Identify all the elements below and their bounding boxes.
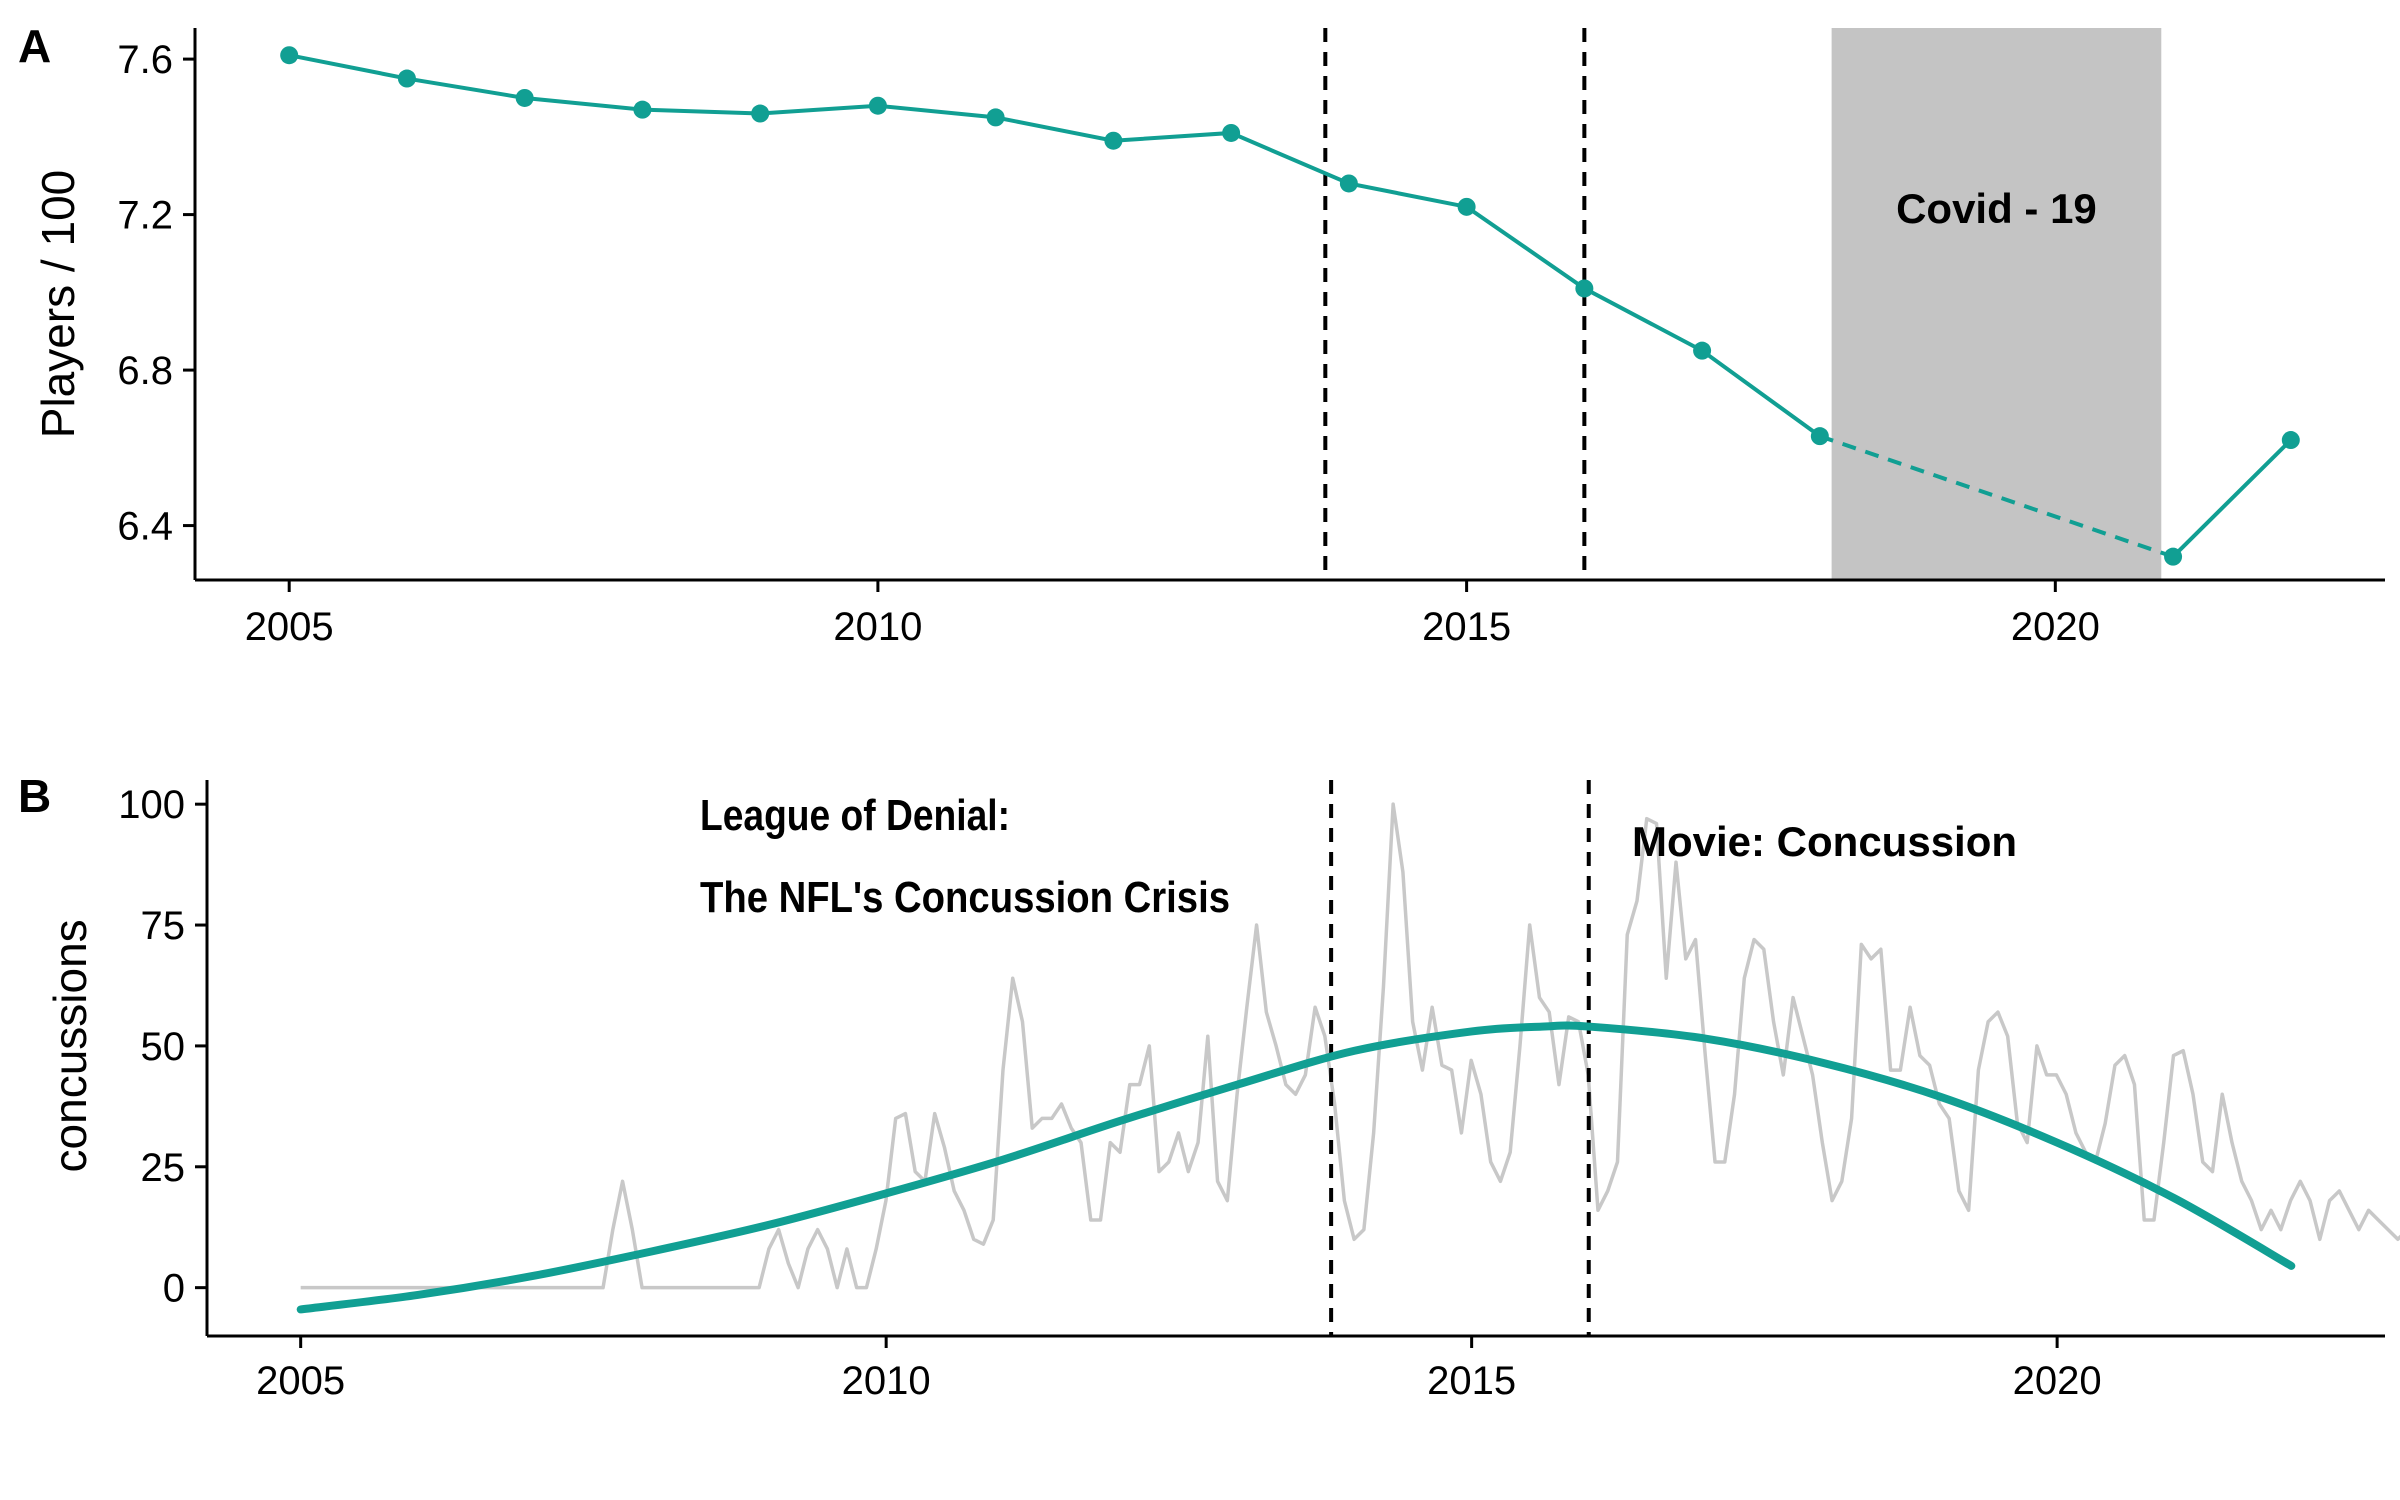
panel-b-y-ticks: 0 25 50 75 100 bbox=[118, 783, 207, 1311]
panel-a-point bbox=[1339, 174, 1358, 193]
panel-a-point bbox=[1575, 279, 1594, 298]
panel-a-point bbox=[633, 100, 652, 119]
panel-b-y-tick-label: 0 bbox=[163, 1267, 185, 1311]
covid-label: Covid - 19 bbox=[1896, 185, 2097, 232]
panel-a-y-tick-label: 6.8 bbox=[117, 349, 173, 393]
panel-a-chart: Covid - 19 2005 2010 2015 2020 6.4 6.8 7.2 7.6… bbox=[18, 20, 2385, 649]
movie-concussion-annotation: Movie: Concussion bbox=[1632, 818, 2017, 865]
panel-a-x-tick-label: 2010 bbox=[833, 605, 922, 649]
panel-b-x-tick-label: 2020 bbox=[2013, 1359, 2102, 1403]
panel-a-y-tick-label: 7.6 bbox=[117, 38, 173, 82]
panel-a-point bbox=[2281, 431, 2300, 450]
panel-b-y-tick-label: 75 bbox=[141, 904, 186, 948]
panel-a-x-tick-label: 2005 bbox=[245, 605, 334, 649]
panel-a-point bbox=[515, 88, 534, 107]
panel-b-label: B bbox=[18, 770, 51, 822]
panel-b-smooth-series bbox=[296, 1021, 2296, 1314]
panel-b-y-axis-label: concussions bbox=[44, 919, 96, 1172]
league-of-denial-annotation-line1: League of Denial: bbox=[700, 791, 1010, 840]
panel-b-smooth-line bbox=[296, 1021, 2296, 1314]
panel-a-series-line bbox=[288, 53, 2293, 559]
panel-a-point bbox=[751, 104, 770, 123]
covid-shaded-region bbox=[1831, 28, 2162, 580]
panel-a-solid-line-1 bbox=[288, 53, 1822, 438]
panel-a-point bbox=[1693, 341, 1712, 360]
panel-b-x-tick-label: 2010 bbox=[842, 1359, 931, 1403]
panel-a-point bbox=[986, 108, 1005, 127]
panel-a-y-axis-label: Players / 100 bbox=[32, 170, 84, 438]
panel-a-x-tick-label: 2015 bbox=[1422, 605, 1511, 649]
panel-b-x-tick-label: 2005 bbox=[256, 1359, 345, 1403]
panel-a-x-ticks: 2005 2010 2015 2020 bbox=[245, 580, 2100, 649]
league-of-denial-annotation-line2: The NFL's Concussion Crisis bbox=[700, 873, 1230, 922]
panel-a-label: A bbox=[18, 20, 51, 72]
panel-a-point bbox=[2164, 547, 2183, 566]
panel-b-raw-series bbox=[300, 802, 2400, 1290]
panel-a-y-tick-label: 6.4 bbox=[117, 505, 173, 549]
panel-b-y-tick-label: 25 bbox=[141, 1146, 186, 1190]
panel-a-y-tick-label: 7.2 bbox=[117, 194, 173, 238]
panel-a-y-ticks: 6.4 6.8 7.2 7.6 bbox=[117, 38, 195, 549]
panel-a-solid-line-2 bbox=[2171, 438, 2293, 559]
panel-b-x-ticks: 2005 2010 2015 2020 bbox=[256, 1336, 2102, 1403]
panel-a-point bbox=[280, 46, 299, 65]
panel-b-raw-line bbox=[300, 802, 2400, 1290]
panel-a-point bbox=[1104, 131, 1123, 150]
panel-b-x-tick-label: 2015 bbox=[1427, 1359, 1516, 1403]
panel-a-point bbox=[1222, 123, 1241, 142]
panel-b-y-tick-label: 100 bbox=[118, 783, 185, 827]
panel-b-y-tick-label: 50 bbox=[141, 1025, 186, 1069]
panel-a-point bbox=[1457, 197, 1476, 216]
panel-a-point bbox=[397, 69, 416, 88]
panel-a-point bbox=[1810, 427, 1829, 446]
panel-a-vertical-lines bbox=[1323, 28, 1587, 580]
panel-a-point bbox=[868, 96, 887, 115]
panel-b-vertical-lines bbox=[1329, 780, 1591, 1336]
panel-a-points bbox=[280, 46, 2300, 566]
panel-a-x-tick-label: 2020 bbox=[2011, 605, 2100, 649]
